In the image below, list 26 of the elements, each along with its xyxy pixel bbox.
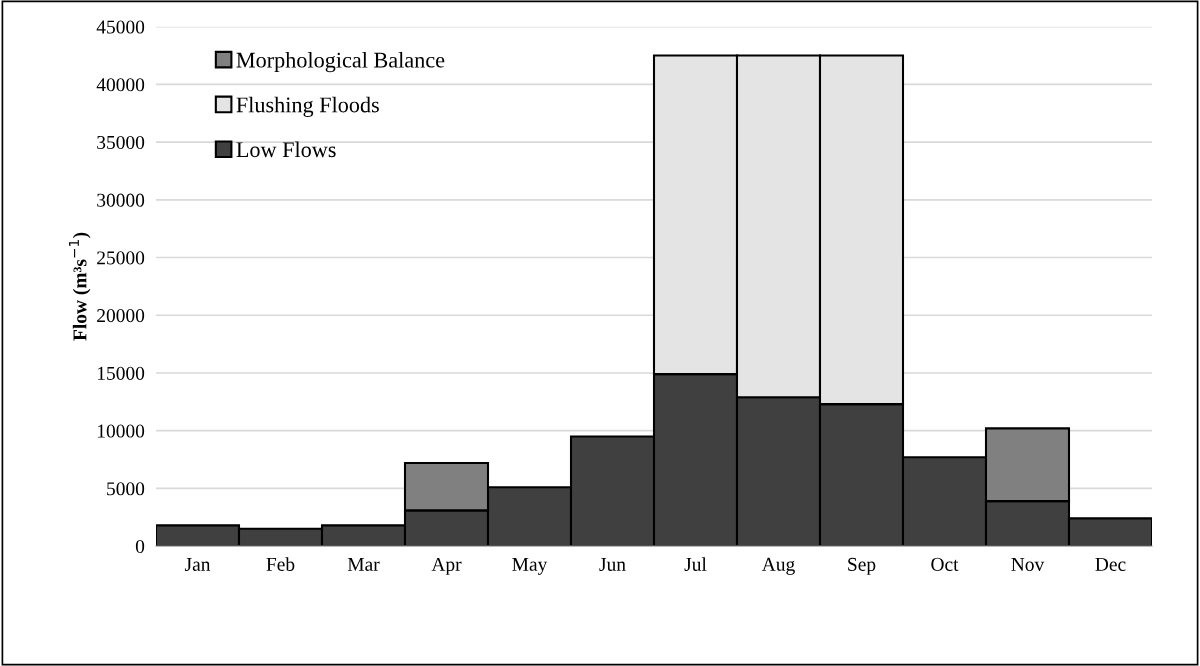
legend-label: Flushing Floods [236,96,379,117]
legend-label: Morphological Balance [236,51,445,73]
x-tick-label: Jan [184,557,211,571]
y-tick-label: 20000 [97,309,145,323]
y-tick-label: 10000 [97,424,145,438]
y-tick-label: 35000 [97,135,145,150]
x-tick-label: Nov [1011,557,1045,571]
y-tick-label: 5000 [107,482,145,496]
x-tick-label: Oct [931,557,959,571]
x-tick-label: Jul [684,557,707,571]
x-tick-label: Sep [848,557,876,575]
x-tick-label: Mar [347,557,380,571]
y-axis-title: Flow (m³s$^{−1}$) [68,232,91,341]
y-tick-label: 45000 [96,20,145,34]
y-tick-label: 0 [135,539,145,554]
x-tick-label: Feb [266,557,295,571]
y-tick-label: 40000 [96,78,145,92]
x-tick-label: Jun [599,557,626,571]
y-tick-label: 25000 [97,251,145,265]
x-tick-label: Aug [761,557,795,575]
legend-label: Low Flows [236,141,336,158]
y-tick-label: 30000 [97,193,145,207]
x-tick-label: Dec [1095,557,1126,571]
x-tick-label: May [512,557,548,575]
x-tick-label: Apr [431,557,462,575]
y-tick-label: 15000 [97,366,145,380]
